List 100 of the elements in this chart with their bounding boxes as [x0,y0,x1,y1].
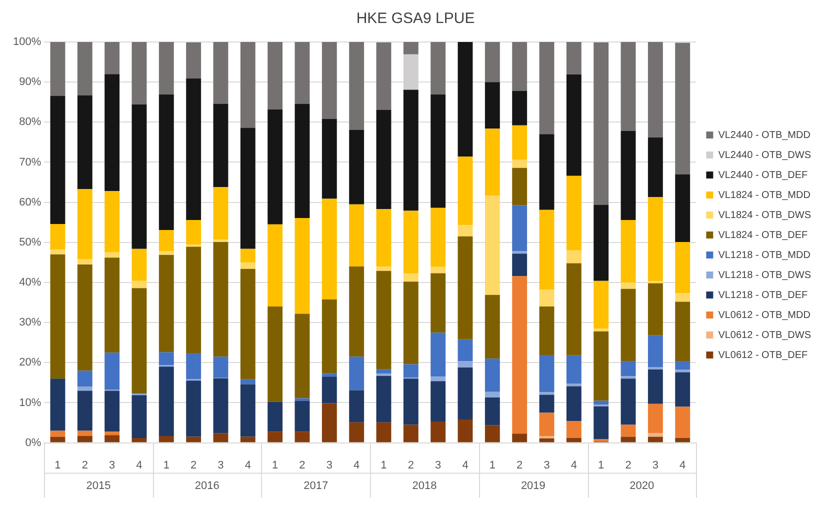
x-tick-label: 3 [544,459,550,472]
bar [132,288,147,394]
legend-label: VL0612 - OTB_MDD [718,310,810,321]
bar [620,436,636,442]
bar [322,42,337,119]
bar [430,376,446,382]
bar [648,137,663,198]
bar [376,209,392,266]
bar [186,436,202,442]
bar [104,252,120,258]
bar [539,438,554,442]
legend-label: VL1824 - OTB_DWS [718,210,812,221]
bar [104,258,120,353]
x-tick-label: 4 [462,459,468,472]
bar [620,288,636,362]
y-tick-label: 20% [19,356,42,369]
bar [430,381,446,422]
bar [268,432,283,442]
bar [512,254,528,276]
bar [675,361,690,370]
x-tick-label: 4 [570,459,577,472]
bar [158,366,174,436]
bar [213,378,228,434]
bar [648,436,663,442]
bar [403,364,418,378]
bar [77,264,92,371]
bar [539,394,554,413]
x-tick-label: 4 [354,459,360,472]
y-tick-label: 70% [19,156,42,168]
legend-label: VL2440 - OTB_DWS [718,150,812,161]
bar [77,259,92,264]
bar [648,283,663,336]
bar [539,306,554,356]
bar [77,95,92,190]
bar [104,74,120,192]
bar [512,276,528,434]
bar [376,270,392,370]
x-tick-label: 3 [218,459,224,472]
bar [104,390,120,432]
legend-label: VL1218 - OTB_DEF [718,290,808,301]
y-tick-label: 10% [19,396,42,409]
y-tick-label: 90% [19,76,42,88]
y-tick-label: 0% [25,436,42,449]
bar [240,379,256,384]
bar [648,433,663,437]
x-tick-label: 1 [380,459,387,472]
bar [648,369,663,404]
bar [594,439,609,442]
bar [376,110,392,210]
bar [430,332,446,377]
bar [594,42,609,205]
bar [213,433,228,442]
bar [104,191,120,252]
bar [675,302,690,362]
bar [186,220,202,245]
bar [458,420,473,442]
bar [484,196,500,295]
bar [458,339,473,362]
bar [648,42,663,138]
text: 2015 [86,480,111,492]
bar [294,104,310,218]
x-tick-label: 2 [625,459,632,472]
x-tick-label: 2 [82,459,88,472]
bar [458,361,473,368]
y-tick-label: 50% [19,236,42,248]
bar [566,176,582,250]
bar [620,282,636,289]
bar [104,42,120,74]
bar [132,104,147,249]
bar [594,400,609,405]
bar [512,205,528,252]
bar [620,130,636,220]
bar [458,156,473,226]
bar [566,250,582,264]
x-tick-label: 1 [54,459,61,472]
bar [675,242,690,294]
bar [104,432,120,436]
bar [675,438,690,442]
bar [430,273,446,333]
bar [376,42,392,110]
bar [268,109,283,224]
bar [376,373,392,376]
bar [675,369,690,372]
legend-label: VL1824 - OTB_MDD [718,190,810,201]
bar [50,42,66,96]
bar [376,369,392,374]
bar [186,78,202,220]
y-tick-label: 80% [19,116,42,128]
chart-title: HKE GSA9 LPUE [356,10,475,28]
legend-label: VL0612 - OTB_DEF [718,350,808,361]
bar [213,187,228,240]
bar [77,42,92,96]
bar [213,42,228,104]
bar [158,42,174,95]
bar [484,358,500,392]
bar [620,42,636,131]
x-tick-label: 4 [244,459,251,472]
bar [186,42,202,78]
bar [158,251,174,255]
bar [240,436,256,442]
